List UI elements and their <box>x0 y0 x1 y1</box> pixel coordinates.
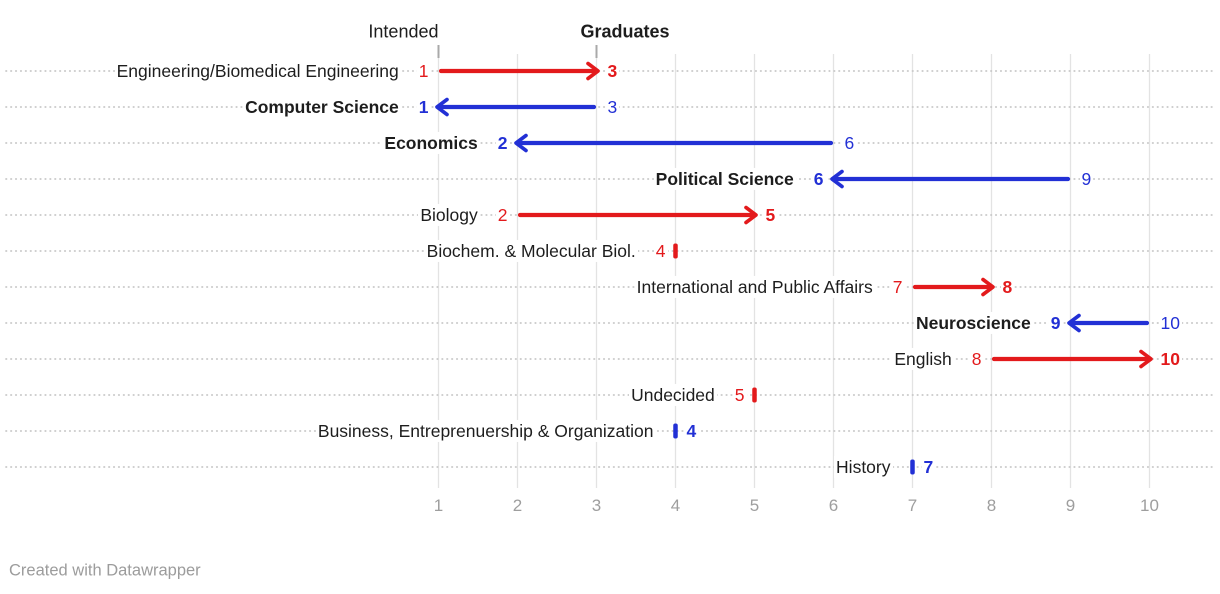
arrowhead <box>1067 313 1081 333</box>
row-label: History <box>834 455 893 479</box>
arrowhead <box>744 205 758 225</box>
row-right-group: 7 <box>921 455 936 479</box>
value-tick <box>673 243 678 259</box>
row-left-group: Business, Entreprenuership & Organizatio… <box>315 419 656 443</box>
row-label: English <box>892 347 954 371</box>
row-right-group: 8 <box>1000 275 1015 299</box>
intended-value: 5 <box>732 383 747 407</box>
row-left-group: Political Science 6 <box>653 167 826 191</box>
graduates-value: 2 <box>495 131 510 155</box>
row-left-group: Biochem. & Molecular Biol. 4 <box>424 239 668 263</box>
row-label: Undecided <box>629 383 717 407</box>
row-label: Business, Entreprenuership & Organizatio… <box>315 419 656 443</box>
x-axis-tick-label: 6 <box>828 496 839 515</box>
row-left-group: English 8 <box>892 347 984 371</box>
intended-value: 7 <box>890 275 905 299</box>
intended-value: 2 <box>495 203 510 227</box>
graduates-value: 7 <box>921 455 936 479</box>
row-right-group: 5 <box>763 203 778 227</box>
value-tick <box>910 459 915 475</box>
row-left-group: Computer Science 1 <box>243 95 431 119</box>
row-label: International and Public Affairs <box>634 275 875 299</box>
x-axis-tick-label: 10 <box>1140 496 1159 515</box>
x-axis-tick-label: 3 <box>591 496 602 515</box>
graduates-value: 5 <box>763 203 778 227</box>
row-label: Computer Science <box>243 95 401 119</box>
row-right-group: 10 <box>1158 347 1182 371</box>
row-left-group: International and Public Affairs 7 <box>634 275 905 299</box>
arrowhead <box>981 277 995 297</box>
arrowhead <box>514 133 528 153</box>
x-axis-tick-label: 4 <box>670 496 681 515</box>
row-right-group: 10 <box>1158 311 1182 335</box>
graduates-value: 9 <box>1048 311 1063 335</box>
row-label: Biochem. & Molecular Biol. <box>424 239 638 263</box>
intended-value: 8 <box>969 347 984 371</box>
row-left-group: Undecided 5 <box>629 383 747 407</box>
x-axis-tick-label: 2 <box>512 496 523 515</box>
row-right-group: 3 <box>605 95 620 119</box>
graduates-value: 6 <box>811 167 826 191</box>
value-tick <box>673 423 678 439</box>
row-label: Engineering/Biomedical Engineering <box>114 59 401 83</box>
row-label: Political Science <box>653 167 796 191</box>
value-tick <box>752 387 757 403</box>
row-left-group: Economics 2 <box>382 131 510 155</box>
graduates-value: 4 <box>684 419 699 443</box>
column-header-graduates: Graduates <box>578 21 672 43</box>
arrowhead <box>1139 349 1153 369</box>
row-left-group: Neuroscience 9 <box>913 311 1063 335</box>
graduates-value: 10 <box>1158 347 1182 371</box>
intended-value: 4 <box>653 239 668 263</box>
row-right-group: 3 <box>605 59 620 83</box>
x-axis-tick-label: 9 <box>1065 496 1076 515</box>
graduates-value: 8 <box>1000 275 1015 299</box>
row-right-group: 4 <box>684 419 699 443</box>
row-left-group: Biology 2 <box>418 203 510 227</box>
x-axis-tick-label: 5 <box>749 496 760 515</box>
x-axis-tick-label: 8 <box>986 496 997 515</box>
row-left-group: Engineering/Biomedical Engineering 1 <box>114 59 431 83</box>
row-left-group: History <box>834 455 893 479</box>
row-right-group: 9 <box>1079 167 1094 191</box>
intended-value: 10 <box>1158 311 1182 335</box>
graduates-value: 1 <box>416 95 431 119</box>
datawrapper-credit: Created with Datawrapper <box>9 561 201 580</box>
arrowhead <box>586 61 600 81</box>
intended-value: 1 <box>416 59 431 83</box>
column-header-intended: Intended <box>366 21 441 43</box>
x-axis-tick-label: 1 <box>433 496 444 515</box>
intended-value: 3 <box>605 95 620 119</box>
x-axis-tick-label: 7 <box>907 496 918 515</box>
intended-value: 6 <box>842 131 857 155</box>
row-right-group: 6 <box>842 131 857 155</box>
intended-value: 9 <box>1079 167 1094 191</box>
row-label: Economics <box>382 131 480 155</box>
arrowhead <box>435 97 449 117</box>
row-label: Biology <box>418 203 480 227</box>
arrowhead <box>830 169 844 189</box>
graduates-value: 3 <box>605 59 620 83</box>
row-label: Neuroscience <box>913 311 1033 335</box>
